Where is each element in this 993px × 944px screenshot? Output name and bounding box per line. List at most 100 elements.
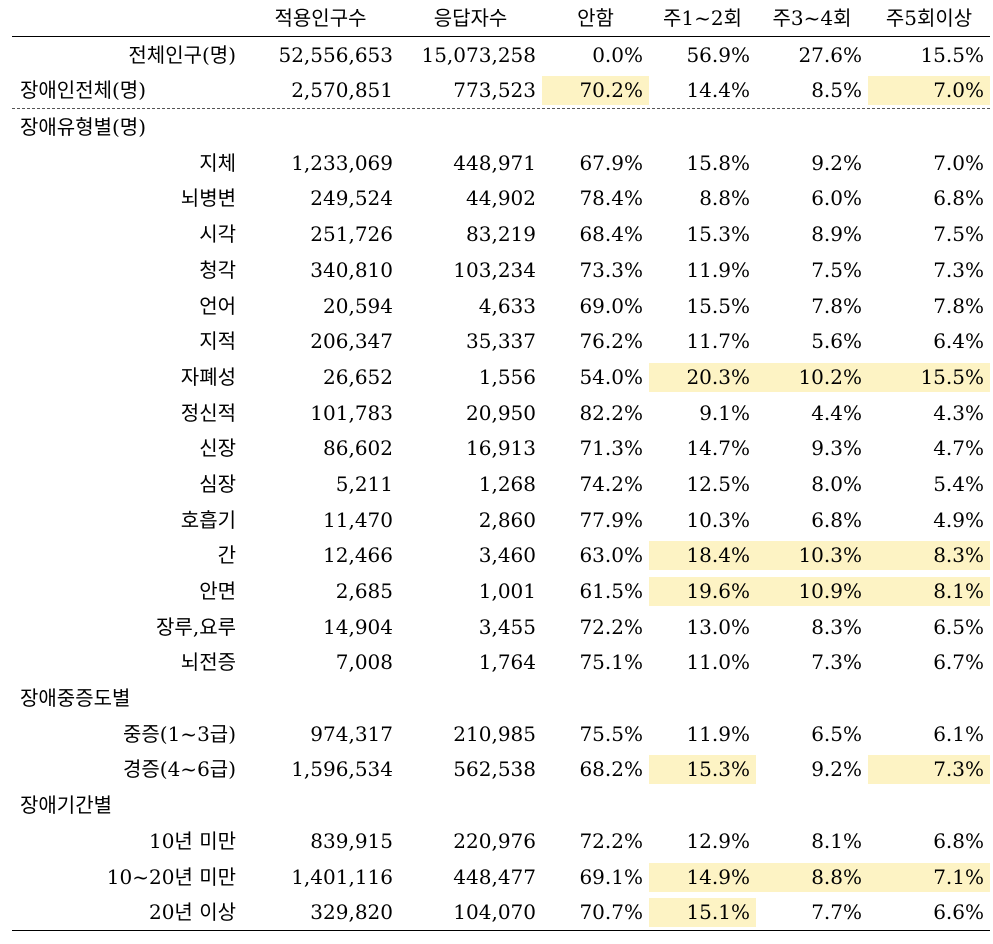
table-row: 장애인전체(명) 2,570,851 773,523 70.2% 14.4% 8.5% 7.… — [12, 72, 990, 110]
row-label: 경증(4~6급) — [122, 757, 236, 782]
table-cell: 74.2% — [579, 471, 643, 496]
table-cell: 210,985 — [453, 721, 536, 746]
table-cell: 72.2% — [579, 828, 643, 853]
table-cell: 5.4% — [933, 471, 984, 496]
table-cell: 562,538 — [453, 757, 536, 782]
table-cell: 63.0% — [579, 543, 643, 568]
table-row: 경증(4~6급) 1,596,534 562,538 68.2% 15.3% 9.2% 7.… — [12, 751, 990, 787]
section-header-row: 장애중증도별 — [12, 680, 990, 716]
table-cell: 18.4% — [649, 541, 756, 571]
table-cell: 13.0% — [686, 614, 750, 639]
table-cell: 56.9% — [686, 42, 750, 67]
table-cell: 54.0% — [579, 364, 643, 389]
table-cell: 8.5% — [811, 78, 862, 103]
table-row: 청각 340,810 103,234 73.3% 11.9% 7.5% 7.3% — [12, 252, 990, 288]
table-cell: 9.1% — [699, 400, 750, 425]
table-cell: 1,764 — [478, 650, 536, 675]
table-cell: 11.9% — [686, 721, 750, 746]
table-cell: 6.8% — [933, 186, 984, 211]
table-row: 심장 5,211 1,268 74.2% 12.5% 8.0% 5.4% — [12, 466, 990, 502]
table-row: 10~20년 미만 1,401,116 448,477 69.1% 14.9% 8.8% 7… — [12, 859, 990, 895]
table-cell: 10.9% — [756, 577, 868, 606]
table-cell: 6.7% — [933, 650, 984, 675]
table-cell: 7.1% — [868, 862, 990, 892]
table-cell: 75.5% — [579, 721, 643, 746]
table-row: 전체인구(명) 52,556,653 15,073,258 0.0% 56.9% 27.6… — [12, 37, 990, 73]
table-cell: 19.6% — [649, 577, 756, 606]
table-row: 20년 이상 329,820 104,070 70.7% 15.1% 7.7% 6.6% — [12, 894, 990, 931]
row-label: 중증(1~3급) — [122, 721, 236, 746]
table-cell: 52,556,653 — [278, 42, 393, 67]
header-cell-respondents: 응답자수 — [433, 6, 508, 30]
table-cell: 15.5% — [686, 293, 750, 318]
table-cell: 8.0% — [811, 471, 862, 496]
table-cell: 8.3% — [868, 541, 990, 571]
row-label: 장애인전체(명) — [20, 78, 147, 103]
table-cell: 15.1% — [649, 898, 756, 928]
section-header-row: 장애기간별 — [12, 787, 990, 823]
table-cell: 7.3% — [933, 257, 984, 282]
row-label: 심장 — [199, 471, 236, 496]
table-cell: 6.8% — [933, 828, 984, 853]
table-cell: 6.6% — [933, 900, 984, 925]
row-label: 시각 — [199, 222, 236, 247]
table-row: 간 12,466 3,460 63.0% 18.4% 10.3% 8.3% — [12, 537, 990, 573]
table-cell: 6.8% — [811, 507, 862, 532]
table-cell: 251,726 — [310, 222, 393, 247]
table-cell: 27.6% — [798, 42, 862, 67]
row-label: 안면 — [199, 579, 236, 603]
table-row: 지적 206,347 35,337 76.2% 11.7% 5.6% 6.4% — [12, 323, 990, 359]
table-cell: 6.4% — [933, 329, 984, 354]
row-label: 지적 — [199, 329, 236, 354]
row-label: 신장 — [199, 436, 236, 461]
table-cell: 16,913 — [466, 436, 536, 461]
table-cell: 448,971 — [453, 150, 536, 175]
table-cell: 12.5% — [686, 471, 750, 496]
table-cell: 86,602 — [323, 436, 393, 461]
statistics-table: 적용인구수 응답자수 안함 주1~2회 주3~4회 주5회이상 전체인구(명) 5… — [12, 0, 990, 931]
table-cell: 1,596,534 — [291, 757, 393, 782]
table-cell: 1,556 — [478, 364, 536, 389]
table-cell: 11,470 — [323, 507, 393, 532]
table-cell: 69.0% — [579, 293, 643, 318]
table-cell: 77.9% — [579, 507, 643, 532]
table-cell: 35,337 — [466, 329, 536, 354]
row-label: 뇌병변 — [180, 186, 236, 211]
table-cell: 69.1% — [579, 864, 643, 889]
table-cell: 5.6% — [811, 329, 862, 354]
table-cell: 78.4% — [579, 186, 643, 211]
table-cell: 0.0% — [592, 42, 643, 67]
table-cell: 9.3% — [811, 436, 862, 461]
row-label: 자폐성 — [180, 364, 236, 389]
table-cell: 11.7% — [686, 329, 750, 354]
row-label: 간 — [217, 543, 236, 568]
table-cell: 4,633 — [478, 293, 536, 318]
table-cell: 83,219 — [466, 222, 536, 247]
table-cell: 7,008 — [335, 650, 393, 675]
header-cell-1-2-per-week: 주1~2회 — [662, 6, 742, 30]
table-cell: 773,523 — [453, 78, 536, 103]
table-cell: 10.2% — [756, 362, 868, 392]
table-header-row: 적용인구수 응답자수 안함 주1~2회 주3~4회 주5회이상 — [12, 0, 990, 37]
row-label: 10년 미만 — [148, 828, 236, 853]
table-cell: 15.5% — [868, 362, 990, 392]
row-label: 청각 — [199, 257, 236, 282]
table-cell: 2,860 — [478, 507, 536, 532]
table-cell: 4.3% — [933, 400, 984, 425]
table-body: 전체인구(명) 52,556,653 15,073,258 0.0% 56.9% 27.6… — [12, 37, 990, 931]
table-cell: 104,070 — [453, 900, 536, 925]
table-row: 신장 86,602 16,913 71.3% 14.7% 9.3% 4.7% — [12, 430, 990, 466]
table-cell: 6.5% — [811, 721, 862, 746]
table-cell: 8.1% — [811, 828, 862, 853]
section-label: 장애기간별 — [20, 793, 112, 818]
table-cell: 76.2% — [579, 329, 643, 354]
table-cell: 8.8% — [699, 186, 750, 211]
table-cell: 68.4% — [579, 222, 643, 247]
table-cell: 75.1% — [579, 650, 643, 675]
table-cell: 10.3% — [686, 507, 750, 532]
table-cell: 70.2% — [542, 76, 649, 106]
table-cell: 7.3% — [811, 650, 862, 675]
table-cell: 3,460 — [478, 543, 536, 568]
table-row: 중증(1~3급) 974,317 210,985 75.5% 11.9% 6.5% 6.1% — [12, 716, 990, 752]
row-label: 10~20년 미만 — [106, 864, 236, 889]
